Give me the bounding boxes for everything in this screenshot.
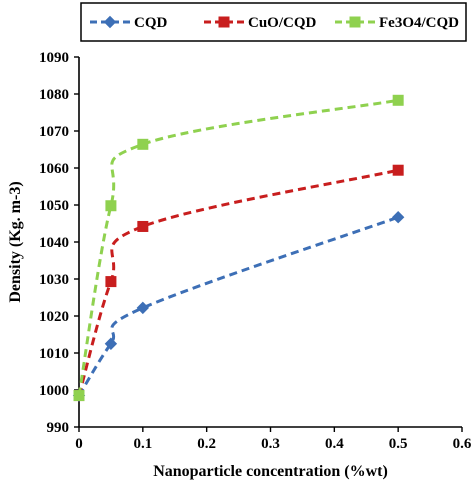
series-cuo-cqd	[73, 164, 404, 402]
y-tick-label: 990	[47, 420, 70, 436]
legend-label: CuO/CQD	[248, 15, 317, 31]
legend-swatch-marker	[103, 15, 117, 29]
x-tick-label: 0.2	[197, 436, 216, 452]
x-axis-title: Nanoparticle concentration (%wt)	[153, 463, 388, 480]
data-point-cuo-cqd	[105, 276, 117, 288]
axes	[74, 56, 463, 432]
tick-labels: 990 1000 1010 1020 1030 1040 1050 1060 1070 1080 1…	[39, 50, 472, 452]
y-tick-label: 1070	[39, 124, 69, 140]
y-tick-label: 1030	[39, 272, 69, 288]
series-cqd	[72, 211, 405, 402]
x-tick-label: 0.1	[133, 436, 152, 452]
series-line-fe3o4-cqd	[77, 98, 399, 396]
data-point-cuo-cqd	[392, 164, 404, 176]
y-tick-label: 1010	[39, 346, 69, 362]
legend-frame	[80, 2, 467, 42]
x-tick-label: 0.5	[389, 436, 408, 452]
y-tick-label: 1050	[39, 198, 69, 214]
legend-item-fe3o4-cqd: Fe3O4/CQD	[335, 15, 459, 31]
data-point-cqd	[104, 337, 118, 350]
y-axis-title: Density (Kg. m-3)	[7, 181, 24, 302]
legend-label: CQD	[134, 15, 168, 31]
legend: CQD CuO/CQD Fe3O4/CQD	[80, 2, 467, 42]
data-point-cuo-cqd	[137, 220, 149, 232]
data-point-cqd	[391, 211, 405, 224]
series-group	[72, 94, 405, 402]
data-point-cqd	[136, 301, 150, 315]
series-line-cuo-cqd	[77, 168, 399, 396]
series-fe3o4-cqd	[73, 94, 404, 402]
legend-label: Fe3O4/CQD	[379, 15, 459, 31]
x-tick-label: 0	[75, 436, 83, 452]
data-point-fe3o4-cqd	[137, 138, 149, 150]
y-tick-label: 1080	[39, 87, 69, 103]
legend-item-cuo-cqd: CuO/CQD	[204, 15, 317, 31]
x-tick-label: 0.6	[453, 436, 472, 452]
legend-swatch-marker	[218, 16, 230, 28]
x-tick-label: 0.4	[325, 436, 344, 452]
y-tick-label: 1090	[39, 50, 69, 66]
legend-swatch-marker	[349, 16, 361, 28]
y-tick-label: 1000	[39, 383, 69, 399]
x-tick-label: 0.3	[261, 436, 280, 452]
y-tick-label: 1040	[39, 235, 69, 251]
legend-item-cqd: CQD	[90, 15, 168, 31]
data-point-fe3o4-cqd	[73, 390, 85, 402]
data-point-fe3o4-cqd	[105, 200, 117, 212]
y-tick-label: 1020	[39, 309, 69, 325]
series-line-cqd	[77, 215, 399, 397]
y-tick-label: 1060	[39, 161, 69, 177]
data-point-fe3o4-cqd	[392, 94, 404, 106]
